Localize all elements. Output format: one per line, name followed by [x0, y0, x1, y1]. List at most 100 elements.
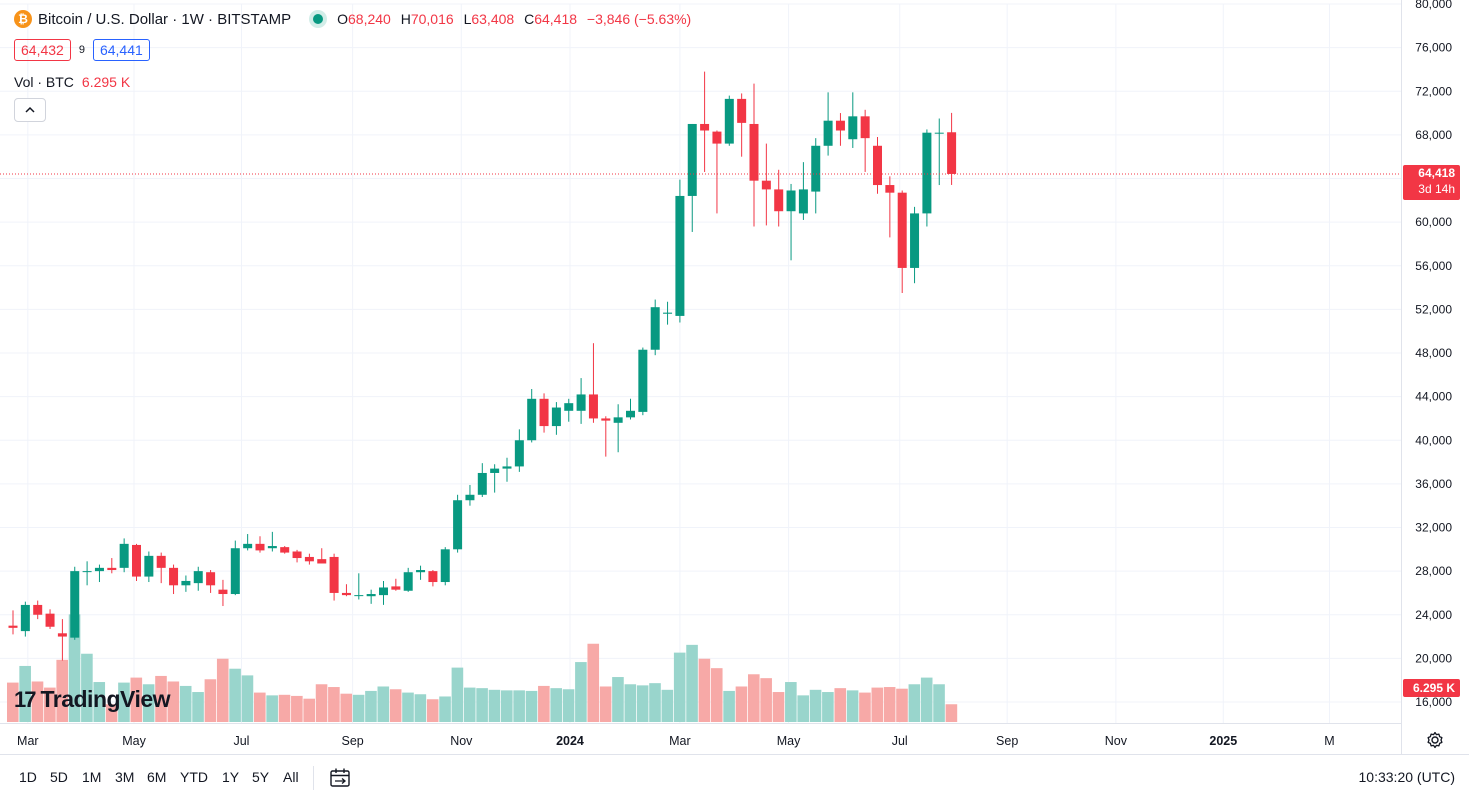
volume-bar [673, 652, 686, 722]
volume-bar [167, 681, 180, 722]
candle-body [551, 407, 561, 427]
candle-body [601, 418, 611, 421]
range-5y-button[interactable]: 5Y [252, 769, 270, 785]
volume-bar [266, 695, 278, 722]
candle-body [82, 571, 92, 573]
volume-bar [636, 685, 649, 722]
volume-bar [834, 688, 847, 722]
volume-bar [933, 684, 945, 722]
symbol-title[interactable]: Bitcoin / U.S. Dollar · 1W · BITSTAMP [38, 10, 292, 28]
volume-bar [414, 694, 427, 722]
candle-body [20, 604, 30, 632]
range-ytd-button[interactable]: YTD [180, 769, 208, 785]
range-1d-button[interactable]: 1D [19, 769, 37, 785]
volume-bar [179, 685, 192, 722]
candle-body [650, 307, 660, 350]
bid-ask-row: 64,432 9 64,441 [14, 39, 150, 61]
volume-bar [562, 689, 575, 722]
candle-body [724, 98, 734, 144]
gear-icon[interactable] [1425, 730, 1445, 750]
x-tick-label: 2024 [556, 734, 584, 748]
candle-body [169, 567, 179, 586]
volume-bar [748, 674, 760, 722]
toolbar-divider [313, 766, 314, 790]
candle-body [70, 571, 80, 638]
y-tick-label: 32,000 [1415, 521, 1452, 535]
y-tick-label: 60,000 [1415, 215, 1452, 229]
volume-bar [476, 688, 488, 722]
candle-body [638, 349, 648, 412]
tradingview-logo-mark: 17 [14, 686, 37, 712]
volume-bar [340, 693, 353, 722]
x-tick-label: Jul [233, 734, 249, 748]
volume-bar [612, 677, 624, 722]
candle-body [280, 547, 290, 553]
candle-body [107, 567, 117, 571]
price-axis[interactable]: 16,000 20,000 24,000 28,000 32,000 36,000 40,0… [1415, 0, 1452, 709]
range-1m-button[interactable]: 1M [82, 769, 102, 785]
candle-body [292, 551, 302, 559]
volume-bar [118, 682, 130, 722]
candle-body [403, 572, 413, 591]
volume-bar [945, 704, 958, 722]
candle-body [94, 567, 104, 572]
y-tick-label: 68,000 [1415, 128, 1452, 142]
volume-bar [624, 684, 637, 722]
buy-price-button[interactable]: 64,441 [92, 39, 150, 61]
candle-body [181, 580, 191, 586]
time-axis[interactable]: Mar May Jul Sep Nov 2024 Mar May Jul Sep Nov 2025 M [17, 734, 1335, 748]
candle-body [687, 123, 697, 196]
tradingview-logo[interactable]: 17 TradingView [14, 686, 171, 713]
volume-bar [229, 668, 241, 722]
collapse-legend-button[interactable] [14, 98, 46, 122]
volume-legend: Vol · BTC 6.295 K [14, 74, 130, 90]
x-tick-label: May [122, 734, 146, 748]
range-all-button[interactable]: All [283, 769, 299, 785]
volume-bar [698, 658, 711, 722]
y-tick-label: 76,000 [1415, 41, 1452, 55]
candle-body [255, 543, 265, 551]
x-tick-label: M [1324, 734, 1334, 748]
candle-body [453, 500, 463, 550]
y-tick-label: 80,000 [1415, 0, 1452, 11]
candle-body [144, 555, 154, 577]
spread-value: 9 [78, 44, 85, 56]
volume-bar [463, 687, 476, 722]
candle-body [663, 312, 673, 314]
x-tick-label: 2025 [1209, 734, 1237, 748]
sell-price-button[interactable]: 64,432 [14, 39, 71, 61]
candle-body [304, 556, 314, 562]
candle-body [700, 123, 710, 131]
volume-bar [661, 689, 674, 722]
calendar-range-icon[interactable] [328, 766, 352, 790]
volume-bar [513, 690, 525, 722]
range-3m-button[interactable]: 3M [115, 769, 135, 785]
candle-body [564, 403, 574, 411]
candle-body [675, 195, 685, 316]
tradingview-logo-text: TradingView [40, 686, 171, 712]
y-tick-label: 48,000 [1415, 346, 1452, 360]
volume-bar [192, 692, 204, 722]
volume-bar [105, 704, 118, 722]
candle-body [119, 543, 129, 568]
volume-label[interactable]: Vol · BTC [14, 74, 74, 90]
candle-body [416, 570, 426, 573]
ohlc-values: O68,240 H70,016 L63,408 C64,418 −3,846 (… [337, 11, 692, 27]
range-5d-button[interactable]: 5D [50, 769, 68, 785]
volume-value: 6.295 K [81, 74, 131, 90]
candle-body [366, 594, 376, 597]
utc-clock[interactable]: 10:33:20 (UTC) [1358, 769, 1455, 785]
range-6m-button[interactable]: 6M [147, 769, 167, 785]
candle-body [613, 417, 623, 423]
candle-body [860, 116, 870, 139]
range-1y-button[interactable]: 1Y [222, 769, 240, 785]
volume-bar [846, 690, 859, 722]
volume-bar [352, 694, 365, 722]
bar-countdown-label: 3d 14h [1418, 182, 1455, 196]
candle-body [576, 394, 586, 411]
volume-bar [797, 695, 809, 722]
y-tick-label: 44,000 [1415, 390, 1452, 404]
volume-bar [291, 695, 303, 722]
candle-body [811, 145, 821, 192]
